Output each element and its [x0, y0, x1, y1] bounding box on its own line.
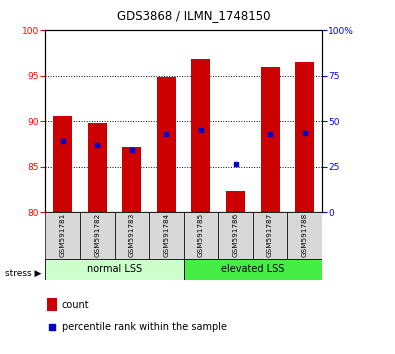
Bar	[157, 78, 176, 212]
Bar	[184, 259, 322, 280]
Bar	[218, 212, 253, 260]
Bar	[88, 123, 107, 212]
Bar	[115, 212, 149, 260]
Text: elevated LSS: elevated LSS	[221, 264, 284, 274]
Bar	[80, 212, 115, 260]
Bar	[184, 212, 218, 260]
Text: GSM591783: GSM591783	[129, 213, 135, 257]
Bar	[149, 212, 184, 260]
Text: GDS3868 / ILMN_1748150: GDS3868 / ILMN_1748150	[117, 9, 270, 22]
Text: count: count	[62, 300, 89, 310]
Text: GSM591781: GSM591781	[60, 213, 66, 257]
Text: GSM591782: GSM591782	[94, 213, 100, 257]
Text: GSM591788: GSM591788	[302, 213, 308, 257]
Text: GSM591786: GSM591786	[233, 213, 239, 257]
Bar	[295, 62, 314, 212]
Text: GSM591784: GSM591784	[164, 213, 169, 257]
Bar	[261, 67, 280, 212]
Text: stress ▶: stress ▶	[5, 269, 41, 278]
Bar	[253, 212, 287, 260]
Bar	[47, 298, 57, 311]
Bar	[45, 259, 184, 280]
Bar	[226, 192, 245, 212]
Bar	[287, 212, 322, 260]
Bar	[192, 59, 211, 212]
Bar	[122, 147, 141, 212]
Text: percentile rank within the sample: percentile rank within the sample	[62, 322, 227, 332]
Text: normal LSS: normal LSS	[87, 264, 142, 274]
Bar	[45, 212, 80, 260]
Bar	[53, 116, 72, 212]
Text: GSM591785: GSM591785	[198, 213, 204, 257]
Text: GSM591787: GSM591787	[267, 213, 273, 257]
